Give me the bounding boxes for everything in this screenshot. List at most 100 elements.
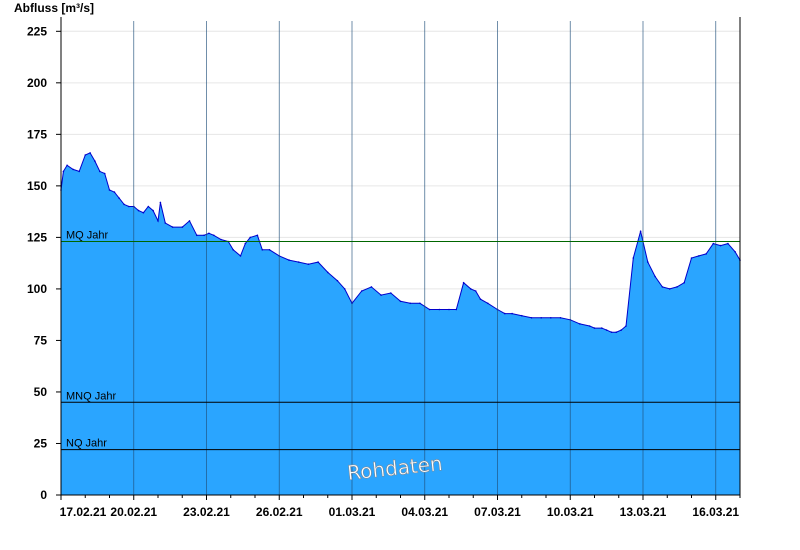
x-tick-label: 13.03.21 <box>620 505 667 519</box>
data-point <box>108 189 111 191</box>
data-point <box>588 325 591 327</box>
y-tick-label: 200 <box>27 76 47 90</box>
data-point <box>213 234 215 237</box>
data-point <box>419 302 421 305</box>
discharge-area <box>61 152 740 495</box>
data-point <box>288 259 290 261</box>
data-point <box>249 236 251 239</box>
data-point <box>142 211 145 214</box>
data-point <box>428 308 431 311</box>
data-point <box>128 205 130 208</box>
data-point <box>479 298 482 301</box>
data-point <box>370 286 373 288</box>
data-point <box>511 312 513 315</box>
data-point <box>94 160 96 162</box>
x-tick-label: 23.02.21 <box>183 505 230 519</box>
data-point <box>399 300 402 303</box>
data-point <box>152 209 154 212</box>
y-tick-label: 175 <box>27 127 47 141</box>
y-tick-label: 50 <box>34 385 48 399</box>
ref-line-label: MQ Jahr <box>66 230 109 242</box>
data-point <box>181 226 184 228</box>
data-point <box>559 317 562 319</box>
data-point <box>601 327 603 329</box>
data-point <box>171 226 174 228</box>
data-point <box>620 329 622 331</box>
data-point <box>712 242 715 245</box>
ref-line-label: MNQ Jahr <box>66 390 116 402</box>
data-point <box>654 275 656 278</box>
x-tick-label: 17.02.21 <box>60 505 107 519</box>
data-point <box>244 242 247 245</box>
x-tick-label: 07.03.21 <box>474 505 521 519</box>
data-point <box>317 261 319 263</box>
data-point <box>327 271 329 274</box>
data-point <box>615 331 618 334</box>
y-tick-label: 150 <box>27 179 47 193</box>
data-point <box>343 288 346 290</box>
data-point <box>72 168 74 171</box>
data-point <box>188 220 191 222</box>
data-point <box>297 261 300 263</box>
x-tick-label: 26.02.21 <box>256 505 303 519</box>
data-point <box>307 263 310 266</box>
data-point <box>164 222 167 224</box>
data-point <box>698 255 700 257</box>
data-point <box>647 261 649 263</box>
data-point <box>448 308 450 311</box>
data-point <box>103 172 106 175</box>
data-point <box>470 288 472 290</box>
y-axis-title: Abfluss [m³/s] <box>14 1 95 15</box>
data-point <box>66 164 68 167</box>
data-point <box>610 331 613 334</box>
data-point <box>632 257 635 259</box>
data-point <box>380 294 382 296</box>
data-point <box>409 302 412 305</box>
y-tick-label: 125 <box>27 230 47 244</box>
data-point <box>455 308 458 311</box>
data-point <box>705 253 707 255</box>
reference-lines: MQ Jahr MNQ Jahr NQ Jahr <box>61 230 740 451</box>
data-point <box>118 197 120 199</box>
data-point <box>530 317 533 319</box>
data-point <box>668 288 671 290</box>
plot-area <box>60 21 741 495</box>
data-point <box>123 203 125 206</box>
data-point <box>159 201 162 204</box>
data-point <box>89 152 91 154</box>
data-point <box>719 244 722 247</box>
data-point <box>268 249 271 251</box>
data-point <box>550 317 552 319</box>
data-point <box>208 232 210 235</box>
data-point <box>220 238 222 241</box>
data-point <box>593 327 596 329</box>
data-point <box>203 234 205 237</box>
data-point <box>256 234 259 237</box>
data-point <box>487 302 489 305</box>
data-point <box>540 317 542 319</box>
data-point <box>690 257 693 259</box>
data-point <box>99 170 101 173</box>
data-point <box>521 314 523 317</box>
data-point <box>62 170 65 173</box>
data-point <box>639 230 642 232</box>
data-point <box>661 286 664 288</box>
data-point <box>727 242 729 245</box>
data-point <box>84 154 87 156</box>
data-point <box>676 286 678 288</box>
discharge-line <box>60 152 741 333</box>
y-tick-label: 225 <box>27 24 47 38</box>
data-point <box>474 290 477 292</box>
y-tick-label: 25 <box>34 436 48 450</box>
x-tick-label: 16.03.21 <box>692 505 739 519</box>
data-point <box>683 281 685 284</box>
x-tick-label: 01.03.21 <box>329 505 376 519</box>
x-tick-label: 20.02.21 <box>110 505 157 519</box>
data-point <box>462 281 465 284</box>
x-tick-label: 10.03.21 <box>547 505 594 519</box>
data-point <box>625 325 627 327</box>
data-point <box>336 279 339 282</box>
data-point <box>579 323 581 325</box>
data-point <box>113 191 116 193</box>
